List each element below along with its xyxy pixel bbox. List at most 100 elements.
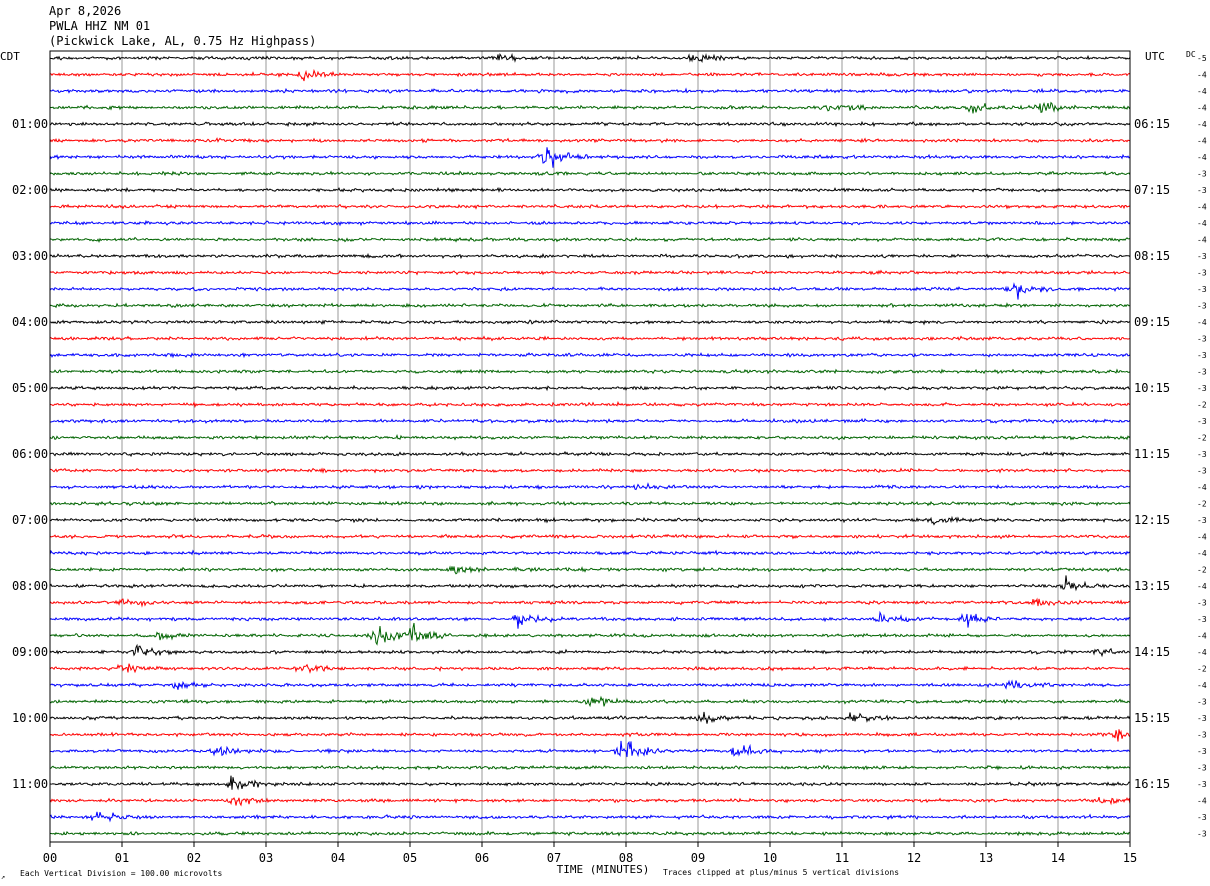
dc-offset-label: -4: [1197, 549, 1207, 558]
x-tick-label: 00: [43, 851, 57, 865]
dc-offset-label: -3: [1197, 269, 1207, 278]
dc-offset-label: -3: [1197, 731, 1207, 740]
dc-offset-label: -2: [1197, 401, 1207, 410]
location-label: (Pickwick Lake, AL, 0.75 Hz Highpass): [49, 34, 317, 48]
dc-offset-label: -3: [1197, 615, 1207, 624]
utc-hour-label: 08:15: [1134, 249, 1170, 263]
trace-44: [49, 764, 1131, 771]
dc-label: DC: [1186, 50, 1196, 59]
trace-18: [49, 335, 1130, 342]
dc-offset-label: -3: [1197, 830, 1207, 839]
utc-hour-label: 15:15: [1134, 711, 1170, 725]
trace-28: [49, 500, 1131, 507]
utc-hour-label: 07:15: [1134, 183, 1170, 197]
dc-offset-label: -4: [1197, 632, 1207, 641]
dc-offset-label: -4: [1197, 203, 1207, 212]
trace-17: [49, 318, 1131, 326]
utc-hour-label: 12:15: [1134, 513, 1170, 527]
trace-21: [49, 384, 1131, 392]
trace-34: [49, 597, 1131, 608]
trace-12: [49, 236, 1131, 243]
dc-offset-label: -3: [1197, 450, 1207, 459]
seismic-traces: [49, 52, 1131, 837]
trace-42: [49, 729, 1131, 742]
trace-37: [49, 643, 1131, 658]
x-tick-label: 08: [619, 851, 633, 865]
x-tick-label: 04: [331, 851, 345, 865]
dc-offset-label: -4: [1197, 648, 1207, 657]
dc-offset-label: -3: [1197, 417, 1207, 426]
utc-hour-label: 13:15: [1134, 579, 1170, 593]
trace-24: [49, 434, 1131, 441]
minute-gridlines: [49, 51, 1131, 847]
corner-mark: ↗: [1, 873, 5, 881]
cdt-hour-label: 08:00: [12, 579, 48, 593]
trace-1: [49, 52, 1131, 63]
trace-47: [49, 811, 1131, 823]
trace-15: [49, 282, 1131, 300]
dc-offset-label: -3: [1197, 186, 1207, 195]
cdt-hour-label: 02:00: [12, 183, 48, 197]
trace-16: [49, 302, 1131, 309]
trace-33: [49, 575, 1131, 592]
trace-27: [50, 482, 1131, 491]
x-tick-label: 14: [1051, 851, 1065, 865]
trace-41: [49, 711, 1131, 724]
cdt-hour-label: 07:00: [12, 513, 48, 527]
dc-offset-label: -3: [1197, 467, 1207, 476]
trace-10: [49, 203, 1131, 210]
trace-48: [49, 830, 1131, 837]
x-tick-label: 03: [259, 851, 273, 865]
cdt-hour-label: 06:00: [12, 447, 48, 461]
utc-hour-label: 16:15: [1134, 777, 1170, 791]
trace-6: [49, 137, 1131, 144]
cdt-hour-label: 01:00: [12, 117, 48, 131]
dc-offset-label: -2: [1197, 434, 1207, 443]
cdt-hour-label: 09:00: [12, 645, 48, 659]
cdt-hour-label: 10:00: [12, 711, 48, 725]
dc-offset-label: -2: [1197, 665, 1207, 674]
dc-offset-label: -4: [1197, 318, 1207, 327]
dc-offset-label: -2: [1197, 566, 1207, 575]
dc-offset-label: -4: [1197, 137, 1207, 146]
trace-4: [49, 101, 1131, 114]
scale-note: Each Vertical Division = 100.00 microvol…: [20, 869, 222, 878]
cdt-hour-label: 03:00: [12, 249, 48, 263]
trace-36: [49, 622, 1131, 646]
trace-3: [49, 87, 1131, 95]
trace-2: [49, 68, 1131, 82]
trace-46: [49, 796, 1131, 807]
dc-offset-label: -4: [1197, 797, 1207, 806]
cdt-label: CDT: [0, 50, 20, 63]
trace-32: [49, 565, 1131, 575]
trace-38: [49, 663, 1131, 674]
trace-29: [49, 515, 1131, 526]
dc-offset-label: -4: [1197, 104, 1207, 113]
trace-30: [49, 533, 1130, 540]
dc-offset-label: -3: [1197, 698, 1207, 707]
trace-7: [49, 147, 1131, 168]
trace-14: [49, 269, 1131, 276]
dc-offset-label: -3: [1197, 714, 1207, 723]
dc-offset-label: -4: [1197, 87, 1207, 96]
trace-9: [49, 186, 1131, 193]
utc-hour-label: 11:15: [1134, 447, 1170, 461]
x-tick-label: 01: [115, 851, 129, 865]
utc-hour-label: 10:15: [1134, 381, 1170, 395]
dc-offset-label: -5: [1197, 54, 1207, 63]
trace-39: [49, 679, 1131, 690]
dc-offset-label: -3: [1197, 516, 1207, 525]
dc-offset-label: -4: [1197, 219, 1207, 228]
dc-offset-label: -3: [1197, 599, 1207, 608]
x-tick-label: 10: [763, 851, 777, 865]
dc-offset-label: -3: [1197, 335, 1207, 344]
clip-note: Traces clipped at plus/minus 5 vertical …: [663, 868, 899, 877]
dc-offset-label: -2: [1197, 500, 1207, 509]
utc-hour-label: 06:15: [1134, 117, 1170, 131]
dc-offset-label: -3: [1197, 384, 1207, 393]
utc-hour-label: 14:15: [1134, 645, 1170, 659]
x-tick-label: 09: [691, 851, 705, 865]
x-tick-label: 11: [835, 851, 849, 865]
trace-19: [49, 352, 1131, 359]
